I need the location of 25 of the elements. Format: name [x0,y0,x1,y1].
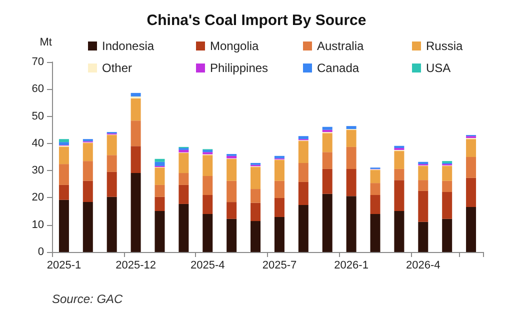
legend-label: Australia [317,39,364,53]
y-tick-label: 70 [32,56,44,68]
y-tick-label: 20 [32,192,44,204]
y-tick-label: 30 [32,164,44,177]
x-tick-label: 2025-4 [190,260,225,272]
y-tick-label: 0 [38,246,44,258]
legend-label: Philippines [210,61,268,75]
legend-label: USA [426,61,451,75]
x-tick-label: 2025-7 [262,260,297,272]
legend-label: Russia [426,39,464,53]
chart-title: China's Coal Import By Source [146,12,366,29]
x-tick-label: 2025-12 [116,260,156,272]
legend-label: Mongolia [210,39,260,53]
x-tick-label: 2026-4 [406,260,440,272]
x-tick-label: 2026-1 [334,260,368,272]
source-note: Source: GAC [52,292,124,306]
legend-label: Canada [317,61,360,75]
x-tick-label: 2025-1 [46,260,82,272]
y-tick-label: 60 [32,83,44,96]
y-tick-label: 40 [32,137,44,150]
y-axis-title: Mt [40,36,52,48]
y-tick-label: 10 [32,218,44,231]
legend-label: Indonesia [102,39,154,53]
legend-label: Other [102,61,132,75]
y-tick-label: 50 [32,110,44,122]
